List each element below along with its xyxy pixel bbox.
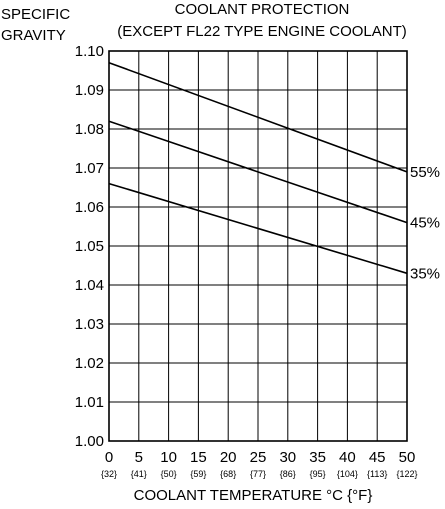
x-tick-label: 40 <box>339 449 356 466</box>
series-line-35-percent <box>108 182 408 275</box>
x-tick-label: 45 <box>369 449 386 466</box>
x-tick-sublabel-fahrenheit: {41} <box>131 469 147 479</box>
y-tick-label: 1.07 <box>75 160 104 177</box>
x-tick-sublabel-fahrenheit: {68} <box>220 469 236 479</box>
x-tick-sublabel-fahrenheit: {104} <box>337 469 358 479</box>
x-tick-sublabel-fahrenheit: {77} <box>250 469 266 479</box>
x-tick-sublabel-fahrenheit: {122} <box>396 469 417 479</box>
y-tick-label: 1.05 <box>75 238 104 255</box>
y-tick-label: 1.09 <box>75 82 104 99</box>
y-axis-label-line-2: GRAVITY <box>1 27 66 44</box>
series-line-45-percent <box>108 120 408 224</box>
x-axis-label: COOLANT TEMPERATURE °C {°F} <box>134 487 373 504</box>
axis-ticks: 0 {32} 5 {41} 10 {50} 15 {59} 20 {68} 25 {77} 30 {86}… <box>75 43 418 479</box>
x-tick-sublabel-fahrenheit: {95} <box>310 469 326 479</box>
y-axis-label-line-1: SPECIFIC <box>1 6 70 23</box>
y-tick-label: 1.10 <box>75 43 104 60</box>
series-label: 35% <box>410 265 440 282</box>
y-tick-label: 1.08 <box>75 121 104 138</box>
grid <box>108 50 408 442</box>
x-tick-label: 15 <box>190 449 207 466</box>
x-tick-sublabel-fahrenheit: {113} <box>367 469 387 479</box>
x-tick-label: 5 <box>135 449 143 466</box>
y-tick-label: 1.02 <box>75 355 104 372</box>
x-tick-label: 35 <box>309 449 326 466</box>
x-tick-sublabel-fahrenheit: {86} <box>280 469 296 479</box>
series-label: 55% <box>410 164 440 181</box>
chart-subtitle: (EXCEPT FL22 TYPE ENGINE COOLANT) <box>117 23 407 40</box>
y-tick-label: 1.03 <box>75 316 104 333</box>
y-tick-label: 1.01 <box>75 394 104 411</box>
x-tick-label: 0 <box>105 449 113 466</box>
x-tick-label: 20 <box>220 449 237 466</box>
x-tick-sublabel-fahrenheit: {32} <box>101 469 117 479</box>
series-label: 45% <box>410 215 440 232</box>
x-tick-label: 10 <box>160 449 177 466</box>
x-tick-label: 25 <box>250 449 267 466</box>
x-tick-label: 50 <box>399 449 416 466</box>
y-tick-label: 1.04 <box>75 277 104 294</box>
y-tick-label: 1.00 <box>75 433 104 450</box>
plot-frame <box>108 50 408 442</box>
chart-title: COOLANT PROTECTION <box>175 1 350 18</box>
y-tick-label: 1.06 <box>75 199 104 216</box>
series-lines: 55% 45% 35% <box>108 61 440 282</box>
series-line-55-percent <box>108 61 408 173</box>
x-tick-label: 30 <box>279 449 296 466</box>
x-tick-sublabel-fahrenheit: {59} <box>190 469 206 479</box>
x-tick-sublabel-fahrenheit: {50} <box>161 469 177 479</box>
